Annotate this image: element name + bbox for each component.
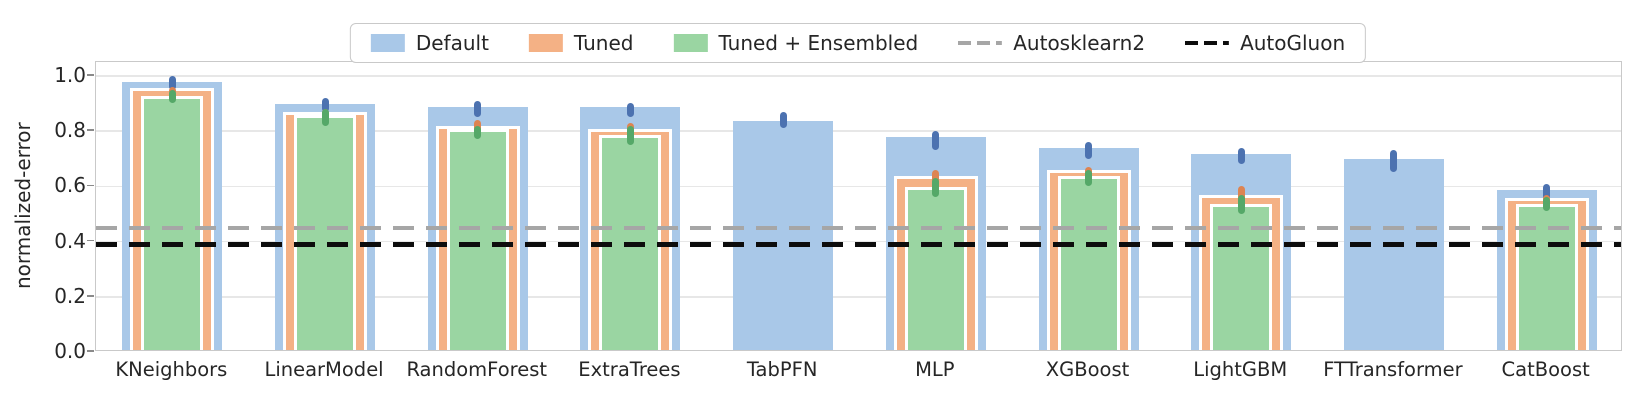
error-bar: [779, 111, 787, 129]
legend-label: AutoGluon: [1240, 31, 1346, 55]
error-bar: [168, 89, 176, 104]
error-bar: [474, 125, 482, 140]
y-tick-mark: [87, 74, 94, 76]
y-tick-label: 0.0: [54, 339, 86, 363]
error-bar: [626, 125, 634, 145]
error-bar: [1237, 194, 1245, 214]
error-bar: [321, 97, 329, 112]
legend-label: Tuned: [573, 31, 634, 55]
y-tick-label: 0.2: [54, 283, 86, 308]
error-bar: [932, 178, 940, 198]
plot-area: [95, 61, 1622, 351]
bar: [141, 95, 204, 350]
legend-dashed-line-icon: [958, 40, 1003, 46]
legend-item: AutoGluon: [1185, 31, 1345, 55]
legend-item: Tuned + Ensembled: [673, 31, 918, 55]
y-tick-mark: [87, 129, 94, 131]
bar: [904, 187, 967, 350]
y-tick-label: 1.0: [54, 62, 86, 87]
x-tick-label: RandomForest: [406, 358, 548, 381]
reference-line: [96, 241, 1621, 247]
x-tick-label: KNeighbors: [115, 358, 228, 381]
x-tick-label: LightGBM: [1193, 358, 1288, 381]
error-bar: [474, 100, 482, 118]
legend-dashed-line-icon: [1185, 40, 1230, 46]
legend-swatch-icon: [673, 34, 708, 52]
x-tick-label: FTTransformer: [1323, 358, 1463, 381]
legend-item: Autosklearn2: [958, 31, 1145, 55]
y-tick-mark: [87, 239, 94, 242]
y-tick-mark: [87, 350, 94, 352]
gridline: [96, 75, 1621, 77]
bar: [733, 120, 834, 350]
legend-label: Autosklearn2: [1013, 31, 1146, 55]
gridline: [96, 296, 1621, 298]
error-bar: [1085, 169, 1093, 187]
legend-swatch-icon: [370, 34, 405, 52]
error-bar: [168, 75, 176, 90]
reference-line: [96, 225, 1621, 230]
error-bar: [1543, 183, 1551, 201]
x-tick-label: CatBoost: [1501, 358, 1590, 381]
legend: Default Tuned Tuned + Ensembled Autosklearn…: [349, 23, 1367, 63]
gridline: [96, 240, 1621, 243]
error-bar: [932, 131, 940, 151]
legend-item: Default: [370, 31, 489, 55]
bar: [1343, 159, 1444, 350]
y-tick-label: 0.8: [54, 118, 86, 143]
gridline: [96, 130, 1621, 132]
y-tick-label: 0.4: [54, 228, 86, 253]
y-tick-label: 0.6: [54, 173, 86, 198]
bar: [446, 129, 509, 350]
y-tick-mark: [87, 295, 94, 297]
bar: [1057, 176, 1120, 350]
error-bar: [1085, 142, 1093, 159]
y-axis-label: normalized-error: [11, 122, 35, 290]
x-tick-label: ExtraTrees: [578, 358, 681, 381]
x-tick-label: LinearModel: [264, 358, 384, 381]
legend-label: Tuned + Ensembled: [718, 31, 919, 55]
y-tick-mark: [87, 184, 94, 187]
error-bar: [321, 108, 329, 126]
error-bar: [1543, 197, 1551, 212]
x-tick-label: MLP: [915, 358, 955, 381]
bar: [294, 115, 357, 350]
legend-swatch-icon: [528, 34, 563, 52]
error-bar: [1390, 150, 1398, 173]
legend-item: Tuned: [528, 31, 634, 55]
legend-label: Default: [415, 31, 489, 55]
x-tick-label: TabPFN: [746, 358, 818, 381]
x-tick-label: XGBoost: [1045, 358, 1130, 381]
error-bar: [932, 169, 940, 187]
error-bar: [1237, 147, 1245, 165]
gridline: [96, 185, 1621, 188]
error-bar: [626, 103, 634, 118]
